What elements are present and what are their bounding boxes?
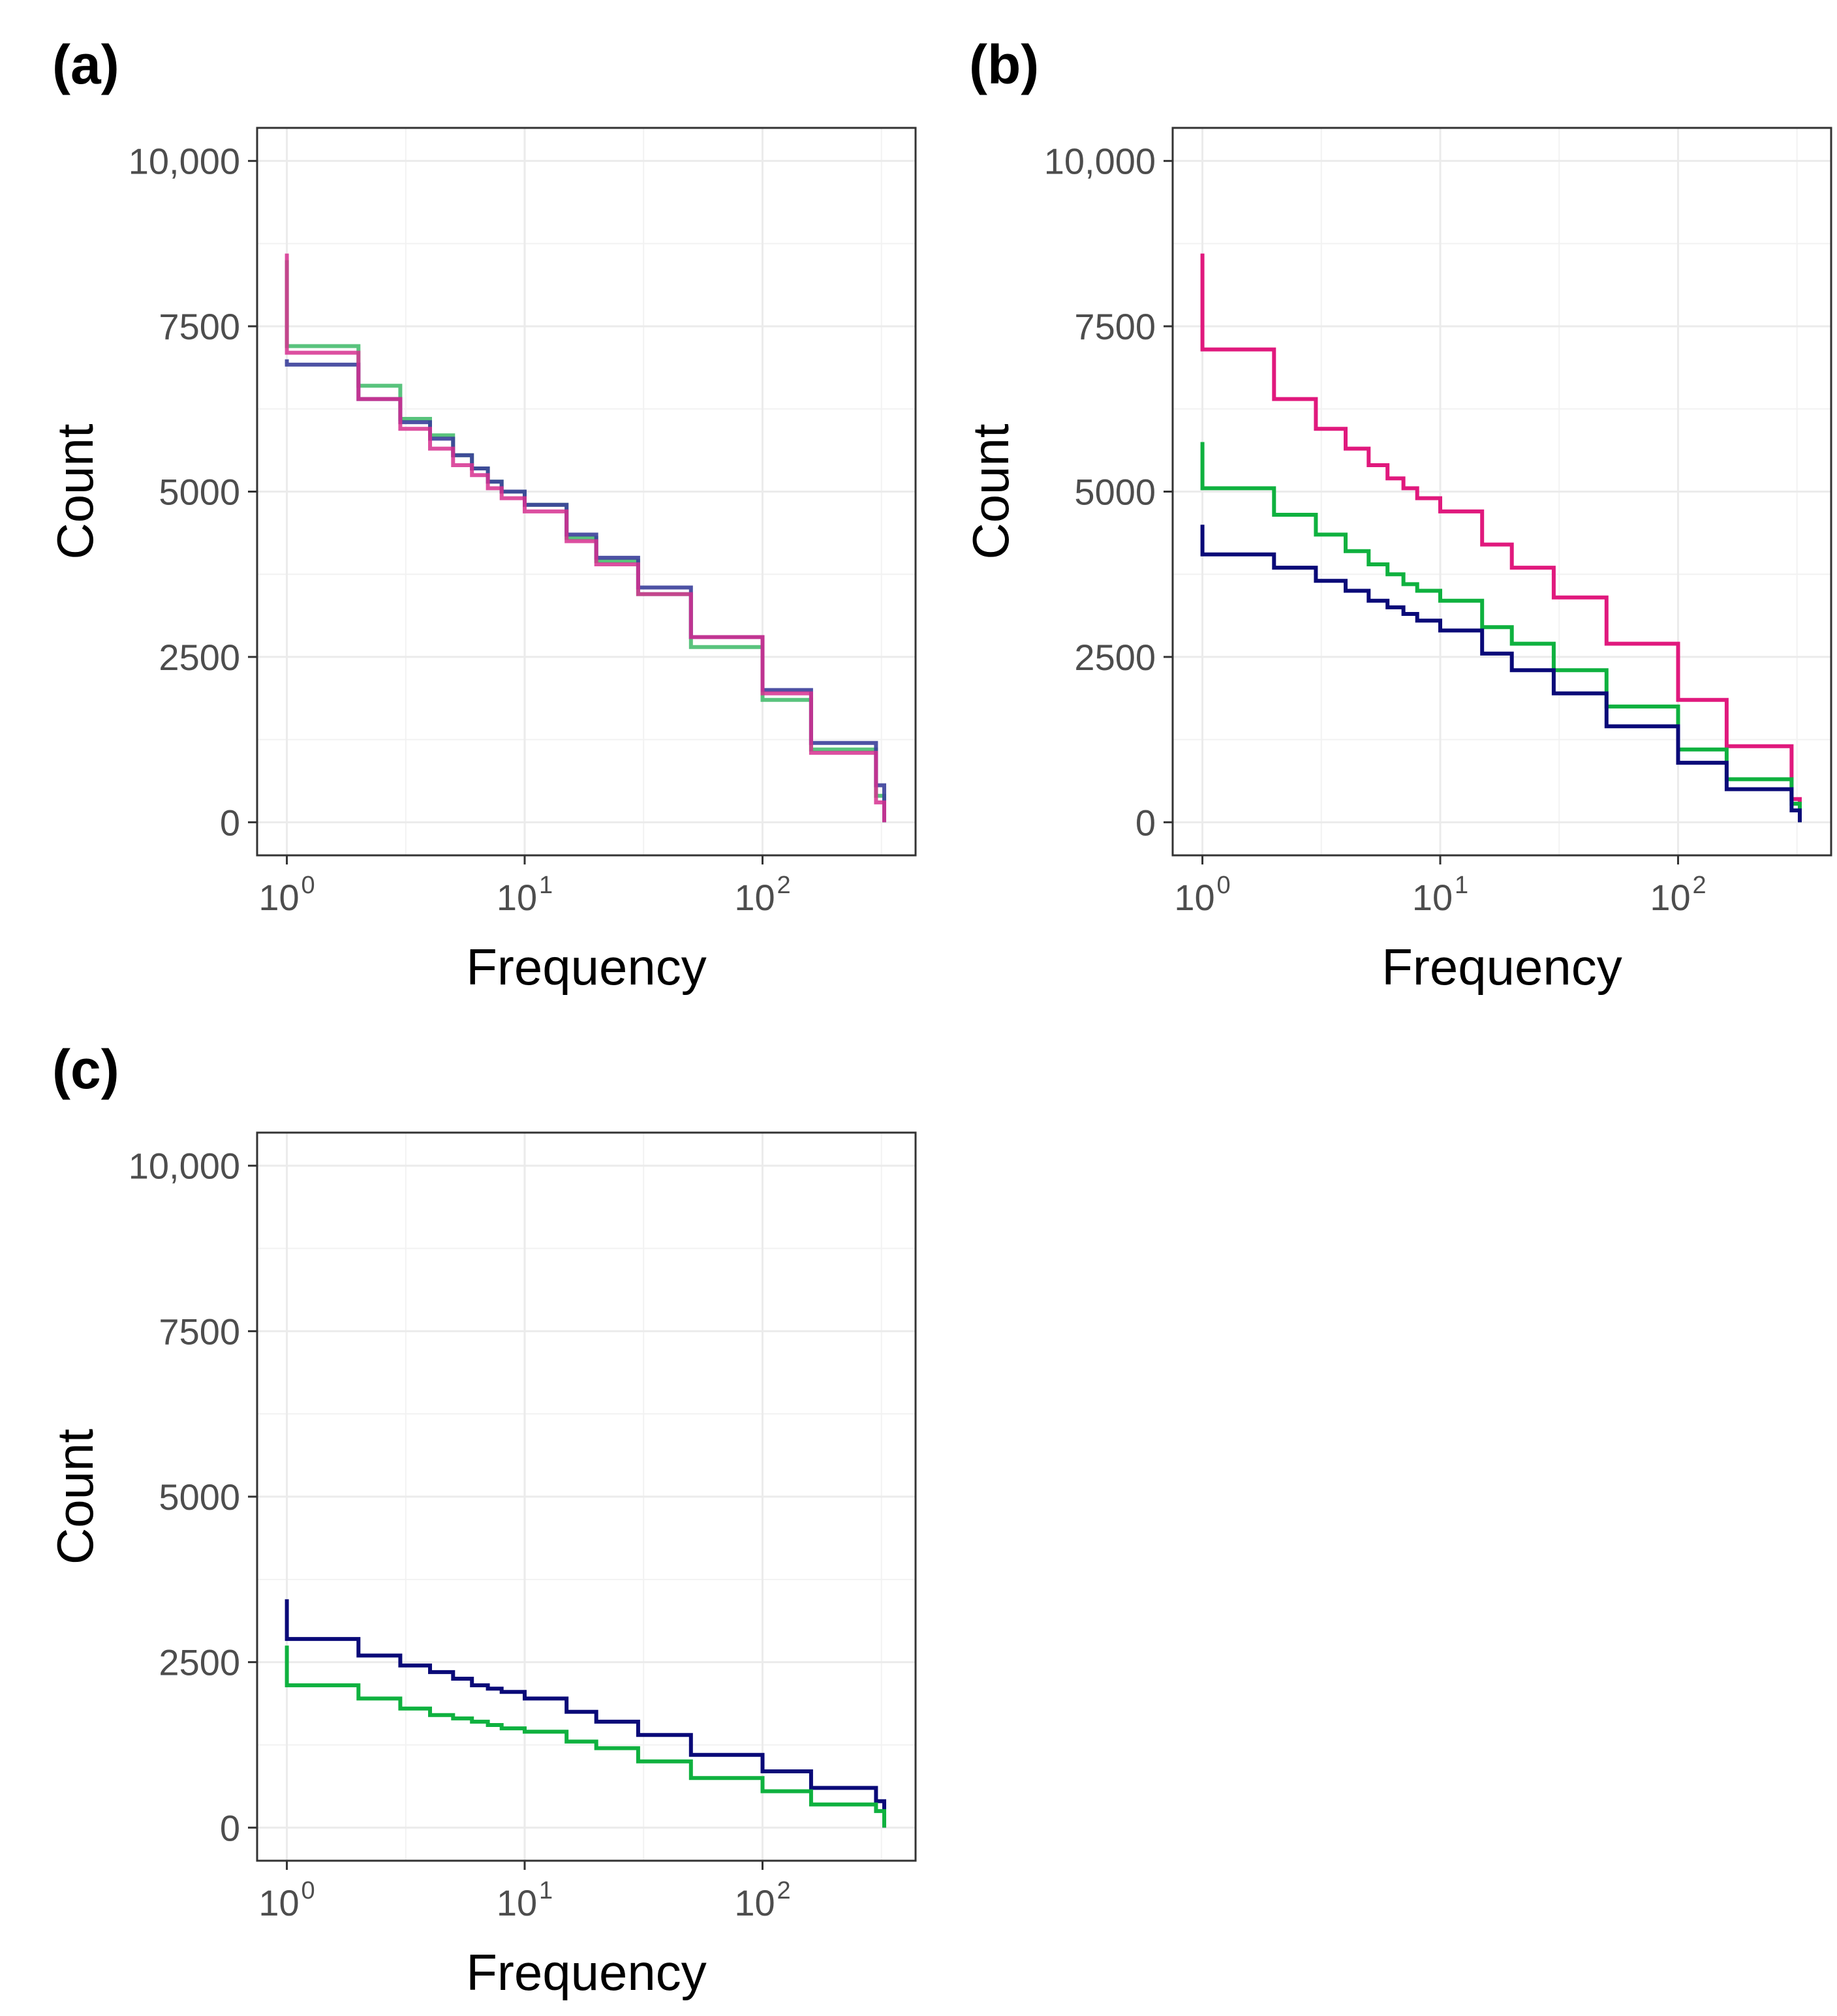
series-line-green [285,1645,886,1828]
series-line-magenta [1200,253,1802,823]
panel-label: (c) [52,1039,119,1100]
y-tick-label: 0 [220,1807,240,1848]
x-tick-exponent: 0 [301,872,315,899]
x-axis-title: Frequency [466,938,707,996]
x-tick-exponent: 1 [1455,872,1468,899]
x-tick-base: 10 [497,1882,537,1923]
y-tick-label: 0 [220,802,240,843]
y-tick-label: 10,000 [1044,141,1156,182]
panel-border [1171,127,1832,857]
x-tick-exponent: 2 [1692,872,1706,899]
series-line-navy [285,1599,886,1828]
panel-label: (a) [52,34,119,95]
x-tick-base: 10 [1412,877,1453,918]
y-tick-label: 10,000 [129,1146,240,1187]
x-tick-label: 10 1 [497,1877,553,1923]
x-tick-base: 10 [258,1882,299,1923]
y-tick-label: 7500 [159,306,240,347]
x-tick-label: 10 2 [734,872,790,918]
x-tick-exponent: 2 [777,872,790,899]
panel-border [256,127,917,857]
series-line-green [1200,442,1802,823]
x-tick-label: 10 1 [497,872,553,918]
y-tick-label: 7500 [159,1311,240,1352]
x-axis-title: Frequency [466,1944,707,2001]
y-tick-label: 10,000 [129,141,240,182]
x-tick-base: 10 [497,877,537,918]
x-tick-exponent: 0 [1217,872,1231,899]
y-tick-label: 5000 [159,1476,240,1518]
panel-border [256,1131,917,1862]
x-axis-title: Frequency [1382,938,1622,996]
x-tick-base: 10 [258,877,299,918]
x-tick-label: 10 2 [734,1877,790,1923]
y-axis-title: Count [46,423,104,559]
x-tick-label: 10 0 [1174,872,1230,918]
x-tick-exponent: 1 [539,1877,553,1904]
series-line-magenta [285,253,886,823]
y-axis-title: Count [46,1429,104,1565]
x-tick-base: 10 [734,877,775,918]
x-tick-base: 10 [1174,877,1214,918]
x-tick-base: 10 [1650,877,1690,918]
y-tick-label: 2500 [1074,637,1156,678]
x-tick-label: 10 2 [1650,872,1706,918]
y-tick-label: 7500 [1074,306,1156,347]
x-tick-label: 10 0 [258,872,315,918]
x-tick-exponent: 1 [539,872,553,899]
x-tick-exponent: 0 [301,1877,315,1904]
x-tick-label: 10 0 [258,1877,315,1923]
x-tick-label: 10 1 [1412,872,1468,918]
x-tick-exponent: 2 [777,1877,790,1904]
y-tick-label: 0 [1135,802,1156,843]
series-line-navy [1200,525,1802,823]
y-axis-title: Count [962,423,1019,559]
y-tick-label: 2500 [159,1642,240,1683]
y-tick-label: 5000 [1074,472,1156,513]
y-tick-label: 2500 [159,637,240,678]
y-tick-label: 5000 [159,472,240,513]
x-tick-base: 10 [734,1882,775,1923]
panel-label: (b) [969,34,1039,95]
